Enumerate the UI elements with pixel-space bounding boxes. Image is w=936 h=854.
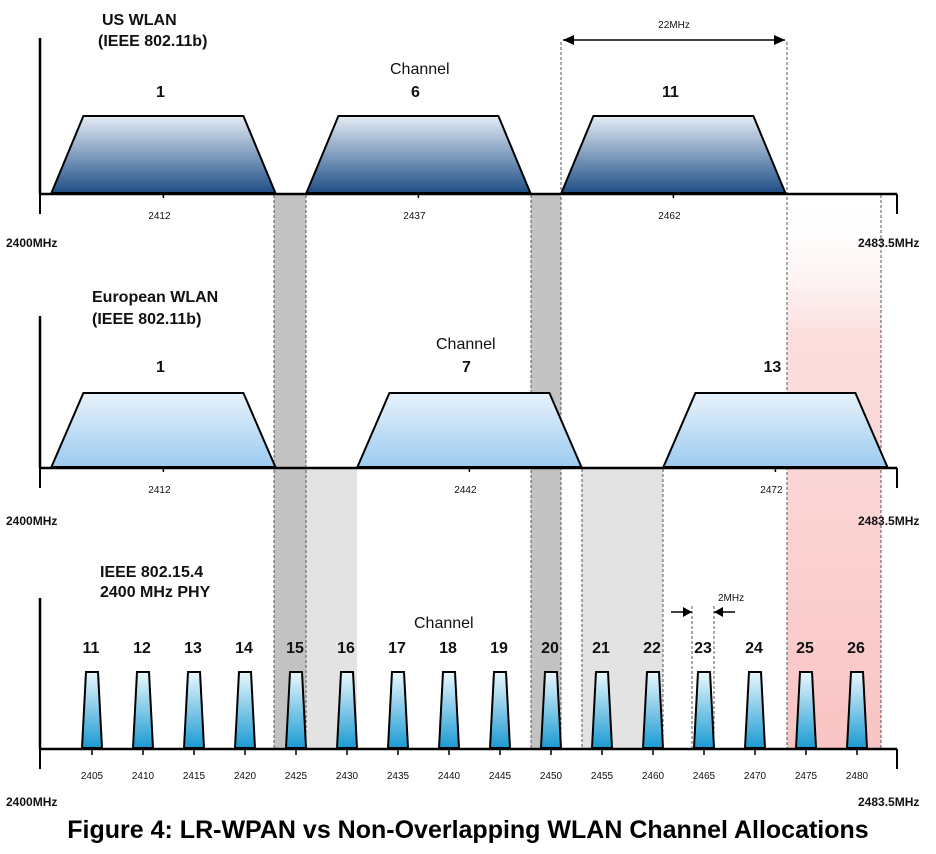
lr-channel-shape bbox=[182, 671, 206, 749]
lr-channel-number: 18 bbox=[439, 640, 457, 657]
lr-center-freq: 2470 bbox=[744, 771, 767, 782]
lr-center-freq: 2405 bbox=[81, 771, 104, 782]
overlap-band-1 bbox=[274, 195, 306, 749]
us-center-freq: 2412 bbox=[148, 211, 171, 222]
excluded-band bbox=[787, 195, 881, 749]
lr-channel-number: 13 bbox=[184, 640, 202, 657]
eu-channel-number: 1 bbox=[156, 359, 165, 376]
lr-channel-number: 25 bbox=[796, 640, 814, 657]
lr-title-line1: IEEE 802.15.4 bbox=[100, 564, 203, 581]
lr-channel-number: 24 bbox=[745, 640, 763, 657]
lr-center-freq: 2425 bbox=[285, 771, 308, 782]
lr-channel-number: 26 bbox=[847, 640, 865, 657]
lr-center-freq: 2480 bbox=[846, 771, 869, 782]
lr-channel-shapes: 1124051224101324151424201524251624301724… bbox=[81, 640, 869, 782]
eu-channel-shapes: 1 2412 7 2442 13 2472 bbox=[49, 359, 889, 496]
overlap-bands bbox=[274, 195, 881, 749]
lr-right-freq: 2483.5MHz bbox=[858, 795, 919, 809]
eu-title-line2: (IEEE 802.11b) bbox=[92, 311, 201, 328]
lr-center-freq: 2410 bbox=[132, 771, 155, 782]
eu-center-freq: 2412 bbox=[148, 485, 171, 496]
lr-channel-shape bbox=[794, 671, 818, 749]
lr-title-line2: 2400 MHz PHY bbox=[100, 584, 211, 601]
lr-center-freq: 2415 bbox=[183, 771, 206, 782]
lr-center-freq: 2430 bbox=[336, 771, 359, 782]
lr-channel-shape bbox=[488, 671, 512, 749]
lr-wpan-section: IEEE 802.15.4 2400 MHz PHY Channel 11 240… bbox=[6, 564, 919, 809]
dashed-guides bbox=[273, 42, 882, 749]
lr-center-freq: 2465 bbox=[693, 771, 716, 782]
lr-center-freq: 2420 bbox=[234, 771, 257, 782]
eu-left-freq: 2400MHz bbox=[6, 514, 57, 528]
lr-channel-number: 21 bbox=[592, 640, 610, 657]
lr-channel-number: 11 bbox=[83, 640, 100, 657]
lr-channel-shape bbox=[845, 671, 869, 749]
lr-spacing-label: 2MHz bbox=[718, 593, 744, 604]
us-width-label: 22MHz bbox=[658, 20, 690, 31]
us-right-freq: 2483.5MHz bbox=[858, 236, 919, 250]
lr-channel-shape bbox=[692, 671, 716, 749]
eu-channel-shape bbox=[49, 392, 277, 468]
us-channel-number: 1 bbox=[156, 84, 165, 101]
us-channel-number: 11 bbox=[662, 84, 679, 101]
us-left-freq: 2400MHz bbox=[6, 236, 57, 250]
us-channel-heading: Channel bbox=[390, 61, 450, 78]
us-title-line1: US WLAN bbox=[102, 12, 177, 29]
lr-channel-number: 16 bbox=[337, 640, 355, 657]
eu-channel-number: 13 bbox=[764, 359, 782, 376]
lr-channel-shape bbox=[80, 671, 104, 749]
us-width-arrow bbox=[563, 35, 785, 45]
lr-channel-shape bbox=[590, 671, 614, 749]
us-channel-shape bbox=[304, 115, 532, 194]
lr-channel-number: 12 bbox=[133, 640, 151, 657]
lr-channel-number: 15 bbox=[286, 640, 304, 657]
eu-center-freq: 2442 bbox=[454, 485, 477, 496]
lr-center-freq: 2440 bbox=[438, 771, 461, 782]
us-wlan-section: US WLAN (IEEE 802.11b) Channel 1 2412 6 243… bbox=[6, 12, 919, 250]
us-center-freq: 2437 bbox=[403, 211, 426, 222]
lr-channel-shape bbox=[335, 671, 359, 749]
figure-caption: Figure 4: LR-WPAN vs Non-Overlapping WLA… bbox=[67, 816, 869, 844]
overlap-band-3 bbox=[531, 195, 561, 749]
lr-center-freq: 2475 bbox=[795, 771, 818, 782]
lr-center-freq: 2455 bbox=[591, 771, 614, 782]
eu-channel-shape bbox=[661, 392, 889, 468]
lr-channel-number: 22 bbox=[643, 640, 661, 657]
us-channel-shape bbox=[49, 115, 277, 194]
lr-channel-shape bbox=[284, 671, 308, 749]
us-title-line2: (IEEE 802.11b) bbox=[98, 33, 207, 50]
us-center-freq: 2462 bbox=[658, 211, 681, 222]
eu-wlan-section: European WLAN (IEEE 802.11b) Channel 1 24… bbox=[6, 289, 919, 528]
lr-channel-shape bbox=[539, 671, 563, 749]
eu-center-freq: 2472 bbox=[760, 485, 783, 496]
us-channel-number: 6 bbox=[411, 84, 420, 101]
lr-channel-shape bbox=[437, 671, 461, 749]
eu-channel-shape bbox=[355, 392, 583, 468]
lr-center-freq: 2445 bbox=[489, 771, 512, 782]
lr-channel-number: 17 bbox=[388, 640, 406, 657]
eu-channel-number: 7 bbox=[462, 359, 471, 376]
lr-center-freq: 2435 bbox=[387, 771, 410, 782]
lr-channel-shape bbox=[743, 671, 767, 749]
lr-channel-shape bbox=[386, 671, 410, 749]
eu-right-freq: 2483.5MHz bbox=[858, 514, 919, 528]
lr-spacing-arrows bbox=[671, 607, 735, 617]
lr-channel-number: 23 bbox=[694, 640, 712, 657]
lr-channel-heading: Channel bbox=[414, 615, 474, 632]
lr-channel-number: 19 bbox=[490, 640, 508, 657]
us-channel-shapes: 1 2412 6 2437 11 2462 bbox=[49, 84, 787, 222]
lr-channel-number: 20 bbox=[541, 640, 559, 657]
lr-center-freq: 2460 bbox=[642, 771, 665, 782]
us-channel-shape bbox=[559, 115, 787, 194]
eu-title-line1: European WLAN bbox=[92, 289, 218, 306]
lr-channel-shape bbox=[641, 671, 665, 749]
eu-channel-heading: Channel bbox=[436, 336, 496, 353]
lr-center-freq: 2450 bbox=[540, 771, 563, 782]
lr-channel-number: 14 bbox=[235, 640, 253, 657]
lr-channel-shape bbox=[233, 671, 257, 749]
lr-channel-shape bbox=[131, 671, 155, 749]
lr-left-freq: 2400MHz bbox=[6, 795, 57, 809]
